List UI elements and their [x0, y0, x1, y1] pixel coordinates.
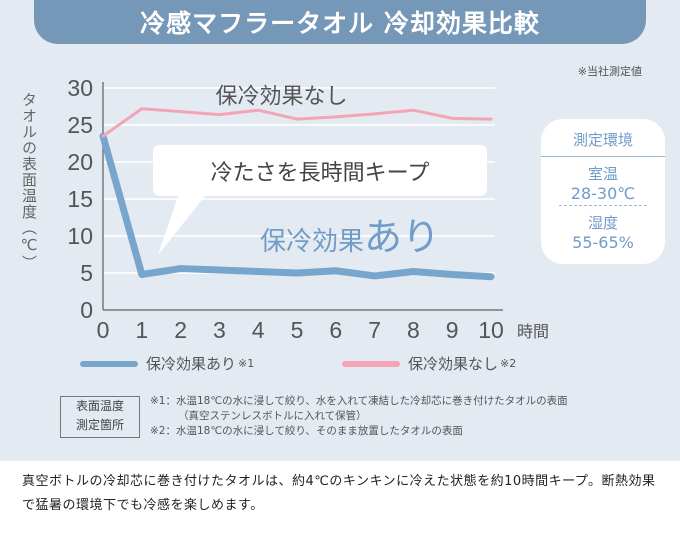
room-temp-value: 28-30℃: [570, 184, 636, 203]
measurement-note: ※当社測定値: [577, 65, 642, 78]
measurement-box-line1: 表面温度: [75, 399, 124, 413]
legend-mark-with: ※1: [238, 357, 255, 370]
x-tick-label: 9: [446, 317, 459, 343]
environment-title: 測定環境: [572, 131, 633, 149]
legend-line-with: [80, 360, 138, 367]
footnote-1: ※1：水温18℃の水に浸して絞り、水を入れて凍結した冷却芯に巻き付けたタオルの表…: [150, 395, 568, 407]
label-with-effect-part1: 保冷効果: [260, 227, 364, 257]
x-tick-label: 4: [252, 317, 265, 343]
x-tick-label: 6: [329, 317, 342, 343]
label-with-effect-part2: あり: [364, 215, 440, 259]
y-tick-label: 5: [80, 260, 93, 286]
y-tick-label: 0: [80, 297, 93, 323]
footnote-1-sub: （真空ステンレスボトルに入れて保管）: [178, 410, 367, 422]
legend-mark-without: ※2: [500, 357, 517, 370]
y-tick-label: 10: [67, 223, 93, 249]
x-tick-label: 10: [478, 317, 504, 343]
label-with-effect: 保冷効果あり: [260, 215, 440, 259]
measurement-location-box: 表面温度 測定箇所: [60, 396, 140, 438]
callout-text: 冷たさを長時間キープ: [211, 161, 430, 186]
measurement-box-line2: 測定箇所: [75, 418, 124, 432]
legend-item-with: 保冷効果あり ※1: [80, 353, 254, 374]
environment-dashed-divider: [559, 205, 647, 206]
humidity-label: 湿度: [587, 214, 618, 232]
page-title: 冷感マフラータオル 冷却効果比較: [34, 0, 646, 44]
x-tick-label: 7: [368, 317, 381, 343]
humidity-value: 55-65%: [572, 233, 634, 252]
y-tick-label: 20: [67, 149, 93, 175]
x-tick-label: 0: [97, 317, 110, 343]
legend-line-without: [342, 360, 400, 367]
label-without-effect: 保冷効果なし: [215, 85, 347, 110]
x-tick-label: 5: [291, 317, 304, 343]
footnotes: ※1：水温18℃の水に浸して絞り、水を入れて凍結した冷却芯に巻き付けたタオルの表…: [150, 394, 568, 439]
footnote-2: ※2：水温18℃の水に浸して絞り、そのまま放置したタオルの表面: [150, 425, 463, 437]
environment-divider: [541, 156, 665, 157]
callout-bubble: [153, 145, 487, 255]
y-tick-label: 25: [67, 112, 93, 138]
x-tick-label: 1: [135, 317, 148, 343]
x-tick-label: 8: [407, 317, 420, 343]
room-temp-label: 室温: [587, 165, 618, 183]
y-axis-label: タオルの表面温度（℃）: [20, 92, 38, 271]
x-tick-label: 2: [174, 317, 187, 343]
legend-item-without: 保冷効果なし ※2: [342, 353, 516, 374]
x-axis-label: 時間: [517, 322, 549, 341]
y-tick-label: 15: [67, 186, 93, 212]
x-tick-label: 3: [213, 317, 226, 343]
series-line-1: [101, 107, 493, 138]
product-description: 真空ボトルの冷却芯に巻き付けたタオルは、約4℃のキンキンに冷えた状態を約10時間…: [22, 474, 656, 513]
chart-legend: 保冷効果あり ※1 保冷効果なし ※2: [80, 353, 660, 383]
y-tick-label: 30: [67, 75, 93, 101]
legend-label-without: 保冷効果なし: [408, 355, 499, 373]
environment-panel: 測定環境 室温 28-30℃ 湿度 55-65%: [541, 119, 665, 264]
legend-label-with: 保冷効果あり: [146, 355, 237, 373]
series-line-0: [99, 132, 495, 281]
